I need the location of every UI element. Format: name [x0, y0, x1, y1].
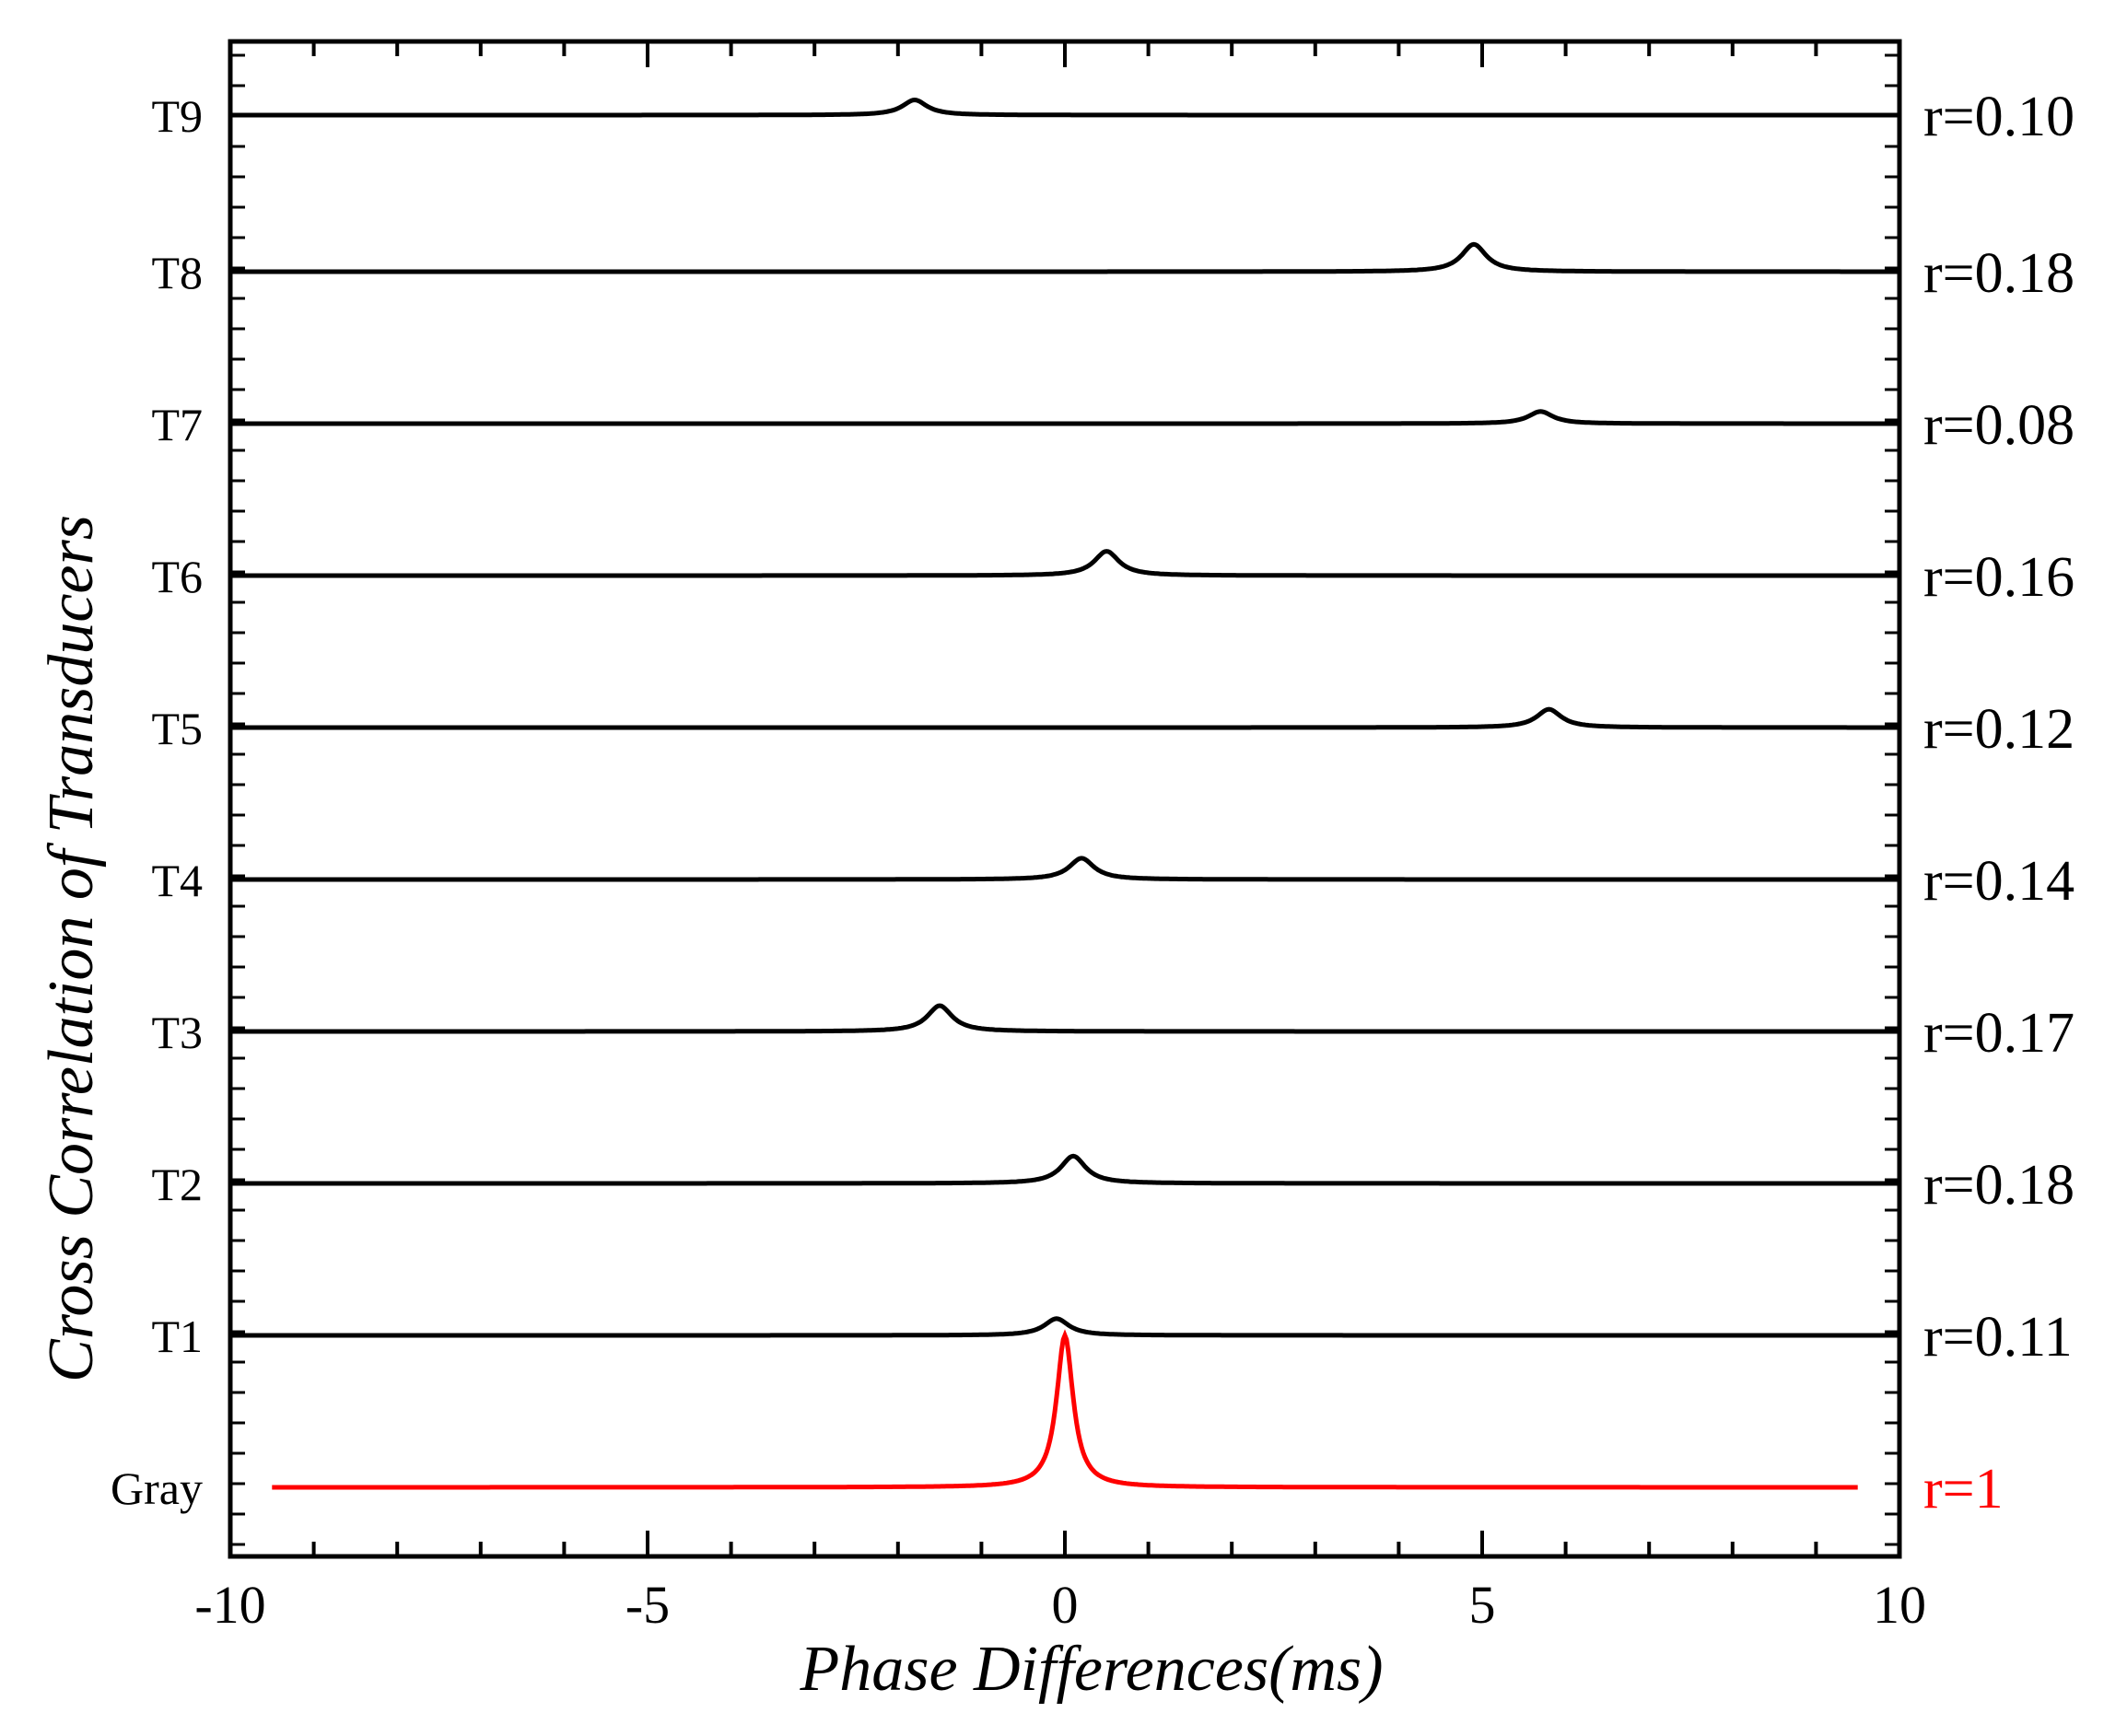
trace-t3: [230, 1003, 1899, 1034]
y-axis-title: Cross Correlation of Transducers: [36, 515, 107, 1382]
label-layer: Gray r=1 T1 r=0.11 T2 r=0.18 T3 r=0.17 T4 r=0.14 T…: [111, 86, 2074, 1520]
row-label-t5: T5: [151, 703, 203, 754]
row-label-t1: T1: [151, 1311, 203, 1362]
r-label-t9: r=0.10: [1923, 86, 2074, 148]
row-label-t3: T3: [151, 1007, 203, 1058]
trace-gray: [272, 1329, 1858, 1490]
r-label-t7: r=0.08: [1923, 394, 2074, 457]
r-label-t6: r=0.16: [1923, 546, 2074, 609]
x-tick-label: -5: [625, 1575, 670, 1635]
r-label-t4: r=0.14: [1923, 850, 2074, 913]
row-label-t4: T4: [151, 855, 203, 906]
row-label-t7: T7: [151, 399, 203, 450]
x-tick-label: -10: [194, 1575, 265, 1635]
r-label-t1: r=0.11: [1923, 1306, 2073, 1369]
r-label-t2: r=0.18: [1923, 1154, 2074, 1217]
r-label-gray: r=1: [1923, 1458, 2004, 1520]
trace-t6: [230, 549, 1899, 578]
trace-t9: [230, 97, 1899, 118]
x-tick-label: 10: [1873, 1575, 1926, 1635]
x-axis-title: Phase Differences(ms): [799, 1634, 1383, 1705]
trace-layer: [230, 97, 1899, 1490]
r-label-t8: r=0.18: [1923, 242, 2074, 305]
r-label-t3: r=0.17: [1923, 1002, 2074, 1065]
x-tick-label: 0: [1052, 1575, 1079, 1635]
row-label-t2: T2: [151, 1159, 203, 1210]
trace-t8: [230, 241, 1899, 274]
plot-border: [228, 39, 1902, 1559]
tick-layer: -10 -5 0 5 10: [194, 41, 1926, 1635]
trace-t7: [230, 409, 1899, 426]
trace-t4: [230, 856, 1899, 882]
r-label-t5: r=0.12: [1923, 698, 2074, 761]
row-label-t9: T9: [151, 90, 203, 142]
trace-t2: [230, 1153, 1899, 1186]
trace-t5: [230, 706, 1899, 730]
trace-t1: [230, 1316, 1899, 1338]
x-tick-label: 5: [1469, 1575, 1496, 1635]
row-label-gray: Gray: [111, 1462, 203, 1514]
plot-frame: [228, 39, 1902, 1559]
row-label-t8: T8: [151, 247, 203, 298]
row-label-t6: T6: [151, 551, 203, 602]
